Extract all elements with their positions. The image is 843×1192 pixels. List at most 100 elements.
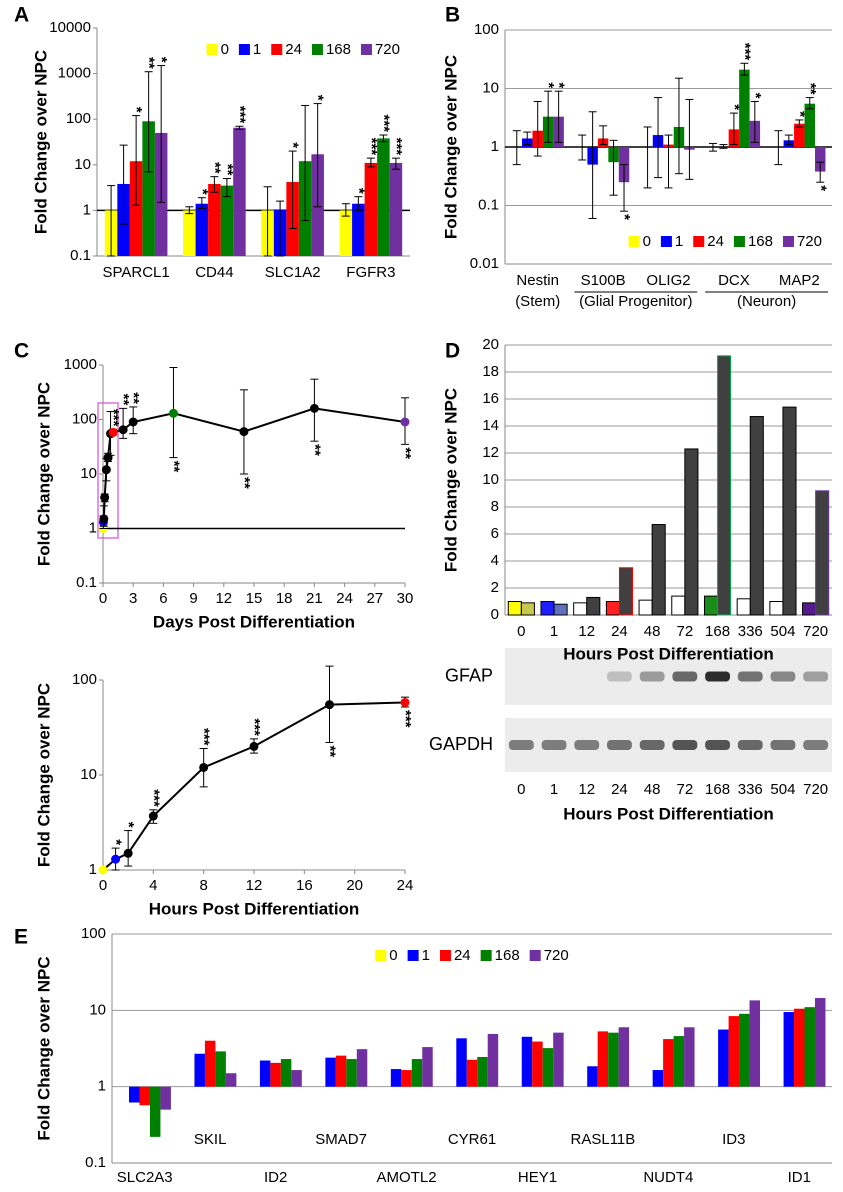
blot-band	[509, 740, 534, 750]
bar	[522, 1037, 532, 1087]
bar	[377, 138, 390, 256]
y-tick-label: 0.01	[470, 255, 499, 272]
bar	[521, 603, 534, 615]
significance-label: **	[322, 745, 339, 757]
blot-band	[672, 672, 697, 682]
legend-swatch	[693, 236, 704, 247]
panel-label: E	[14, 926, 28, 949]
point	[124, 849, 132, 857]
lane-label: 12	[578, 781, 595, 798]
bar	[422, 1047, 432, 1087]
y-tick-label: 8	[491, 498, 499, 515]
legend-swatch	[481, 950, 492, 961]
y-tick-label: 1	[98, 1078, 106, 1095]
y-axis-label: Fold Change over NPC	[441, 55, 460, 239]
bar	[587, 1066, 597, 1086]
x-tick-label: ID2	[264, 1169, 287, 1186]
bar	[412, 1059, 422, 1087]
y-tick-label: 1	[491, 138, 499, 155]
bar	[619, 568, 632, 615]
bar	[129, 1087, 139, 1103]
x-tick-label: OLIG2	[646, 272, 690, 289]
x-tick-label: 21	[306, 590, 323, 607]
x-tick-label: 24	[611, 623, 628, 640]
lane-label: 168	[705, 781, 730, 798]
legend-label: 24	[285, 41, 302, 58]
x-tick-label: 27	[366, 590, 383, 607]
bar	[674, 1036, 684, 1087]
blot-band	[771, 672, 796, 682]
bar	[456, 1038, 466, 1086]
bar	[750, 1000, 760, 1086]
x-tick-label: 48	[644, 623, 661, 640]
x-tick-label: 24	[336, 590, 353, 607]
bar	[365, 163, 378, 256]
bar	[739, 70, 749, 147]
bar	[205, 1041, 215, 1087]
y-tick-label: 0.1	[85, 1154, 106, 1171]
x-tick-label: 16	[296, 877, 313, 894]
bar	[815, 998, 825, 1087]
bar	[619, 1027, 629, 1086]
point	[102, 466, 110, 474]
panel-label: A	[14, 4, 29, 27]
blot-band	[607, 740, 632, 750]
bar	[226, 1073, 236, 1086]
legend-swatch	[271, 44, 282, 55]
category-group-label: (Glial Progenitor)	[579, 293, 692, 310]
point	[112, 855, 120, 863]
bar	[653, 1070, 663, 1087]
x-tick-label: 3	[129, 590, 137, 607]
point	[401, 418, 409, 426]
point	[99, 866, 107, 874]
y-tick-label: 100	[72, 671, 97, 688]
blot-band	[738, 740, 763, 750]
significance-label: **	[236, 477, 253, 489]
panel-label: D	[445, 340, 460, 363]
y-tick-label: 100	[81, 925, 106, 942]
bar	[587, 597, 600, 615]
x-tick-label: Nestin	[516, 272, 559, 289]
bar	[340, 210, 353, 256]
significance-label: **	[165, 461, 182, 473]
bar	[739, 1014, 749, 1087]
bar	[508, 602, 521, 616]
y-tick-label: 1	[89, 519, 97, 536]
bar	[196, 204, 209, 256]
bar	[737, 599, 750, 615]
x-tick-label: 20	[346, 877, 363, 894]
significance-label: **	[306, 444, 323, 456]
significance-label: *	[153, 57, 170, 63]
bar	[606, 602, 619, 616]
lane-label: 24	[611, 781, 628, 798]
bar	[139, 1087, 149, 1106]
x-tick-label: 72	[677, 623, 694, 640]
legend-swatch	[440, 950, 451, 961]
legend-label: 1	[253, 41, 261, 58]
x-tick-label: 12	[215, 590, 232, 607]
x-tick-label: 9	[189, 590, 197, 607]
blot-band	[672, 740, 697, 750]
significance-label: *	[747, 93, 764, 99]
y-tick-label: 1	[89, 861, 97, 878]
bar	[652, 525, 665, 615]
x-tick-label: 1	[550, 623, 558, 640]
bar	[150, 1087, 160, 1137]
lane-label: 720	[803, 781, 828, 798]
legend-label: 720	[544, 947, 569, 964]
x-tick-label: DCX	[718, 272, 750, 289]
x-tick-label: HEY1	[518, 1169, 557, 1186]
x-tick-label: 12	[578, 623, 595, 640]
bar	[639, 600, 652, 615]
legend-swatch	[207, 44, 218, 55]
y-tick-label: 20	[482, 336, 499, 353]
x-tick-label: 0	[99, 590, 107, 607]
bar	[336, 1056, 346, 1087]
y-tick-label: 4	[491, 552, 499, 569]
significance-label: ***	[231, 106, 248, 124]
blot-band	[542, 740, 567, 750]
point	[100, 515, 108, 523]
blot-band	[640, 740, 665, 750]
bar	[215, 1051, 225, 1086]
point	[240, 428, 248, 436]
